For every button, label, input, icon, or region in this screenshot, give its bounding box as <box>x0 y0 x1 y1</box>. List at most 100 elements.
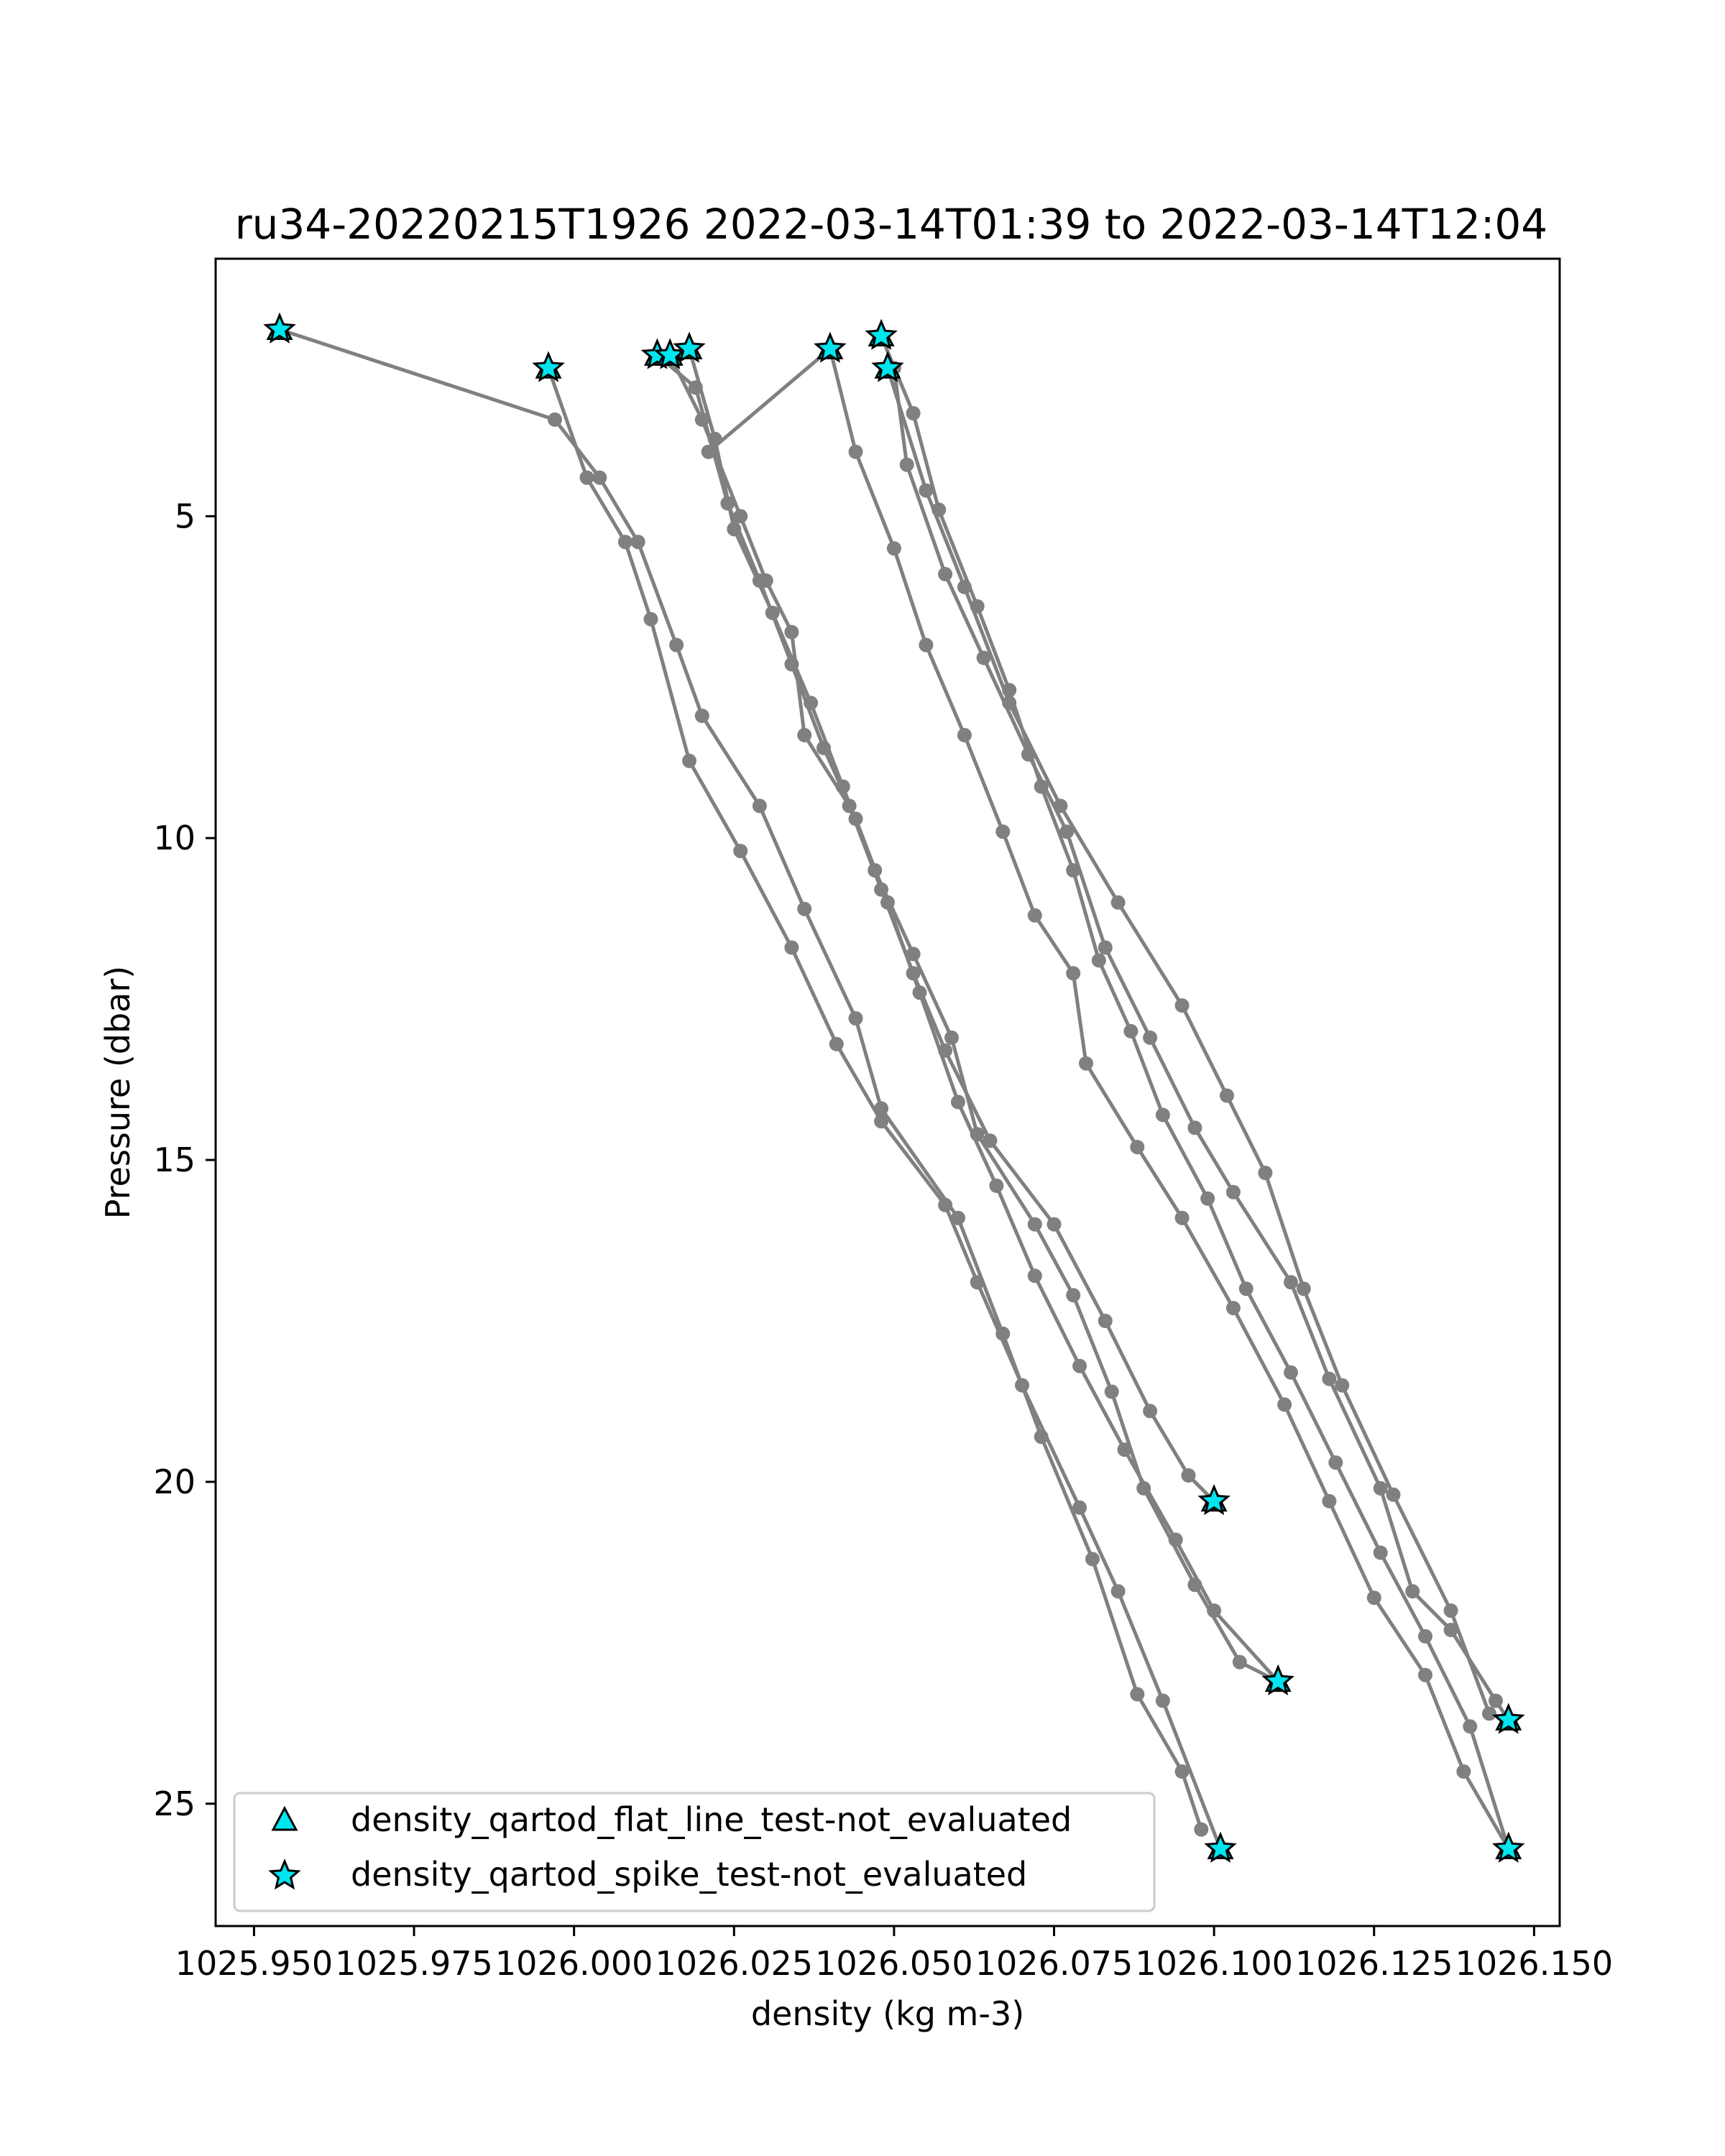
data-point <box>1155 1107 1170 1123</box>
data-point <box>951 1210 965 1225</box>
data-point <box>548 412 562 427</box>
plot-frame <box>214 257 1561 1927</box>
spike-flag-marker <box>871 351 904 382</box>
data-point <box>1072 1358 1087 1373</box>
y-tick-label: 15 <box>153 1141 196 1179</box>
data-point <box>1373 1480 1388 1496</box>
flag-markers <box>263 312 1525 1863</box>
data-point <box>899 457 914 472</box>
data-point <box>1296 1281 1311 1296</box>
data-point <box>1200 1191 1215 1206</box>
data-point <box>784 940 799 955</box>
y-axis-label: Pressure (dbar) <box>98 966 137 1219</box>
data-point <box>630 535 645 550</box>
data-point <box>1220 1088 1234 1103</box>
data-point <box>989 1178 1004 1193</box>
data-point <box>1123 1023 1138 1038</box>
data-point <box>765 605 780 620</box>
legend-label-flat-line: density_qartod_flat_line_test-not_evalua… <box>351 1800 1072 1839</box>
data-point <box>804 696 819 711</box>
data-point <box>1277 1397 1292 1412</box>
legend-box <box>233 1792 1156 1912</box>
x-tick-label: 1026.125 <box>1295 1944 1453 1983</box>
data-point <box>1098 940 1113 955</box>
data-point <box>835 779 850 794</box>
data-point <box>1021 747 1036 762</box>
x-tick-label: 1026.000 <box>495 1944 653 1983</box>
x-tick-label: 1026.025 <box>656 1944 814 1983</box>
data-point <box>1366 1590 1381 1606</box>
data-point <box>829 1036 844 1051</box>
data-point <box>643 612 658 627</box>
x-axis: 1025.950 1025.975 1026.000 1026.025 1026.050… <box>175 1926 1613 1983</box>
data-point <box>1258 1166 1273 1180</box>
profile-line-2 <box>546 367 1223 1850</box>
data-point <box>1174 1764 1190 1779</box>
y-tick-label: 20 <box>153 1462 196 1501</box>
data-point <box>1443 1603 1458 1618</box>
data-point <box>1335 1378 1350 1393</box>
data-point <box>733 509 748 524</box>
data-point <box>906 406 921 420</box>
data-point <box>617 535 632 550</box>
data-point <box>682 753 696 768</box>
data-point <box>752 798 767 814</box>
data-point <box>1225 1184 1241 1199</box>
data-point <box>797 727 812 742</box>
data-point <box>694 709 709 723</box>
data-point <box>1322 1371 1337 1386</box>
data-point <box>1418 1667 1432 1682</box>
data-point <box>1174 1210 1190 1225</box>
data-point <box>957 727 972 742</box>
data-point <box>1136 1480 1151 1496</box>
spike-flag-marker <box>1491 1831 1525 1863</box>
data-point <box>983 1133 998 1148</box>
data-point <box>1456 1764 1471 1779</box>
data-point <box>938 566 953 581</box>
data-point <box>1187 1120 1202 1135</box>
data-point <box>1181 1468 1196 1483</box>
data-point <box>957 579 972 594</box>
y-tick-label: 10 <box>153 819 196 857</box>
spike-flag-marker <box>673 331 706 363</box>
data-point <box>1027 1217 1042 1232</box>
data-point <box>1130 1140 1145 1155</box>
data-point <box>1443 1623 1458 1637</box>
data-point <box>1066 966 1081 981</box>
data-point <box>1225 1301 1241 1316</box>
data-point <box>1238 1281 1254 1296</box>
data-point <box>976 650 991 665</box>
data-point <box>1027 1268 1042 1284</box>
data-point <box>874 1114 889 1129</box>
data-point <box>1386 1487 1401 1502</box>
data-point <box>1027 908 1042 923</box>
data-point <box>912 985 927 1000</box>
spike-flag-marker <box>653 338 687 369</box>
data-point <box>848 1011 863 1026</box>
spike-flag-marker <box>532 351 565 382</box>
data-point <box>1110 895 1126 910</box>
y-axis: 5 10 15 20 25 <box>153 497 216 1823</box>
data-point <box>1482 1706 1496 1721</box>
spike-flag-marker <box>1261 1664 1294 1695</box>
data-point <box>951 1095 965 1110</box>
plot-area <box>214 257 1561 1927</box>
y-tick-label: 5 <box>175 497 196 535</box>
data-point <box>1405 1584 1420 1599</box>
data-point <box>1143 1404 1158 1419</box>
y-tick-label: 25 <box>153 1784 196 1823</box>
x-tick-label: 1026.075 <box>975 1944 1133 1983</box>
data-point <box>848 444 863 459</box>
data-point <box>1066 1288 1081 1303</box>
data-point <box>906 946 921 962</box>
data-point <box>727 522 742 537</box>
data-point <box>919 483 934 498</box>
x-tick-label: 1026.100 <box>1135 1944 1293 1983</box>
x-tick-label: 1025.950 <box>175 1944 334 1983</box>
chart-title: ru34-20220215T1926 2022-03-14T01:39 to 2… <box>235 200 1547 249</box>
data-point <box>1079 1056 1093 1071</box>
spike-flag-marker <box>1491 1703 1525 1734</box>
data-point <box>1418 1628 1432 1644</box>
data-point <box>1130 1687 1145 1702</box>
